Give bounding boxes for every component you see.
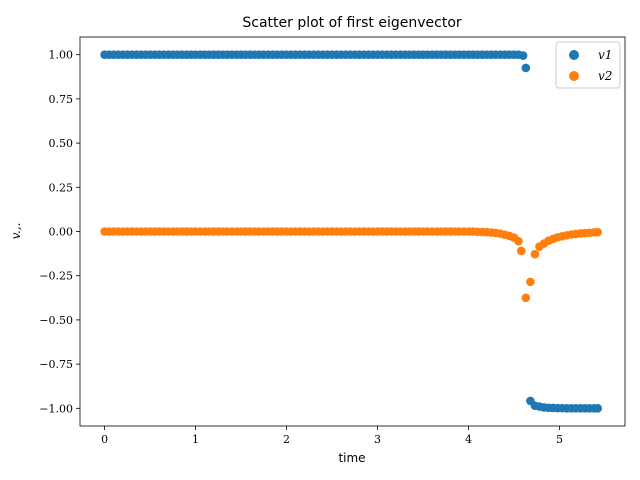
point-v1-109 xyxy=(593,404,602,413)
point-v1-93 xyxy=(521,63,531,73)
x-tick-label: 0 xyxy=(101,433,108,446)
legend-label-v1: v1 xyxy=(598,48,612,62)
point-v2-95 xyxy=(530,249,540,259)
point-v2-93 xyxy=(521,293,531,303)
y-tick-label: −1.00 xyxy=(39,402,73,415)
y-tick-label: −0.50 xyxy=(39,314,73,327)
x-tick-label: 4 xyxy=(465,433,472,446)
point-v2-92 xyxy=(516,246,526,256)
y-axis: −1.00 −0.75 −0.50 −0.25 0.00 0.25 0.50 0.75 1.00 xyxy=(39,49,80,415)
x-axis-label: time xyxy=(338,451,365,465)
plot-area: 0 1 2 3 4 5 −1.00 −0.75 −0.50 −0.25 0.00 0.25 0.50 0… xyxy=(39,36,626,446)
x-tick-label: 3 xyxy=(374,433,381,446)
point-v2-109 xyxy=(593,227,602,237)
x-tick-label: 5 xyxy=(556,433,563,446)
legend: v1 v2 xyxy=(555,41,621,89)
legend-label-v2: v2 xyxy=(598,69,612,83)
x-axis: 0 1 2 3 4 5 xyxy=(101,426,563,446)
y-tick-label: 0.25 xyxy=(49,181,74,194)
x-tick-label: 1 xyxy=(192,433,199,446)
y-tick-label: 0.50 xyxy=(49,137,74,150)
y-tick-label: 0.75 xyxy=(49,93,74,106)
chart-title: Scatter plot of first eigenvector xyxy=(242,15,462,31)
legend-marker-v1 xyxy=(569,50,579,60)
x-tick-label: 2 xyxy=(283,433,290,446)
legend-marker-v2 xyxy=(569,71,579,81)
y-axis-label: v.,. xyxy=(9,223,23,240)
y-tick-label: 0.00 xyxy=(49,226,74,239)
y-tick-label: −0.25 xyxy=(39,270,73,283)
points-layer xyxy=(100,50,602,413)
y-tick-label: −0.75 xyxy=(39,358,73,371)
point-v2-94 xyxy=(526,277,535,287)
point-v1-92 xyxy=(518,51,528,60)
point-v2-91 xyxy=(514,236,523,246)
y-tick-label: 1.00 xyxy=(49,49,74,62)
